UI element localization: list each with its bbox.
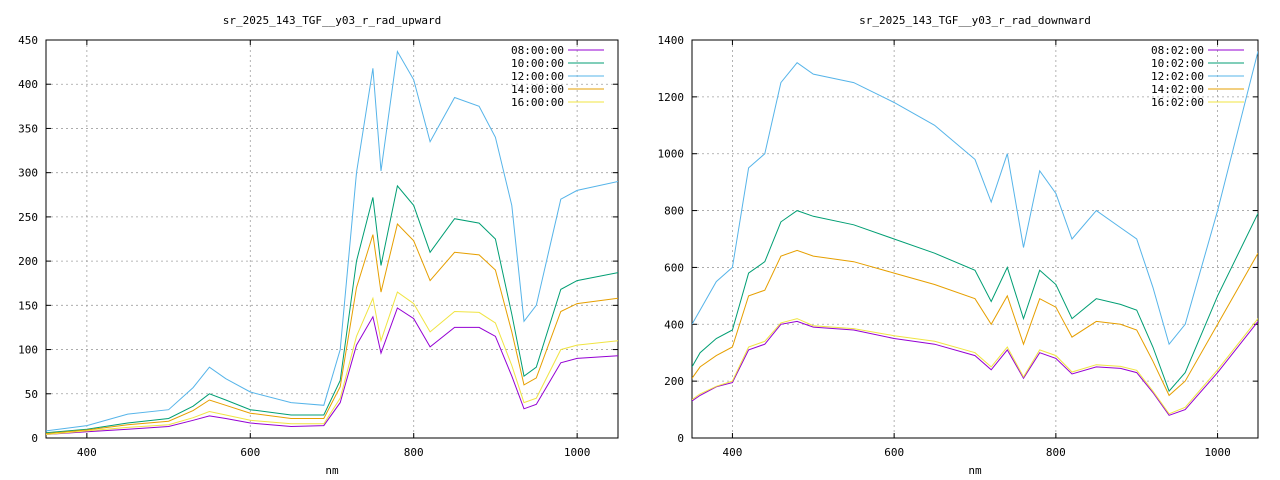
y-tick-label: 1200 <box>658 91 685 104</box>
y-tick-label: 600 <box>664 261 684 274</box>
series-line-080000 <box>46 307 618 435</box>
y-tick-label: 400 <box>18 78 38 91</box>
x-axis-label: nm <box>968 464 982 477</box>
x-axis-label: nm <box>325 464 339 477</box>
plot-frame <box>45 39 619 439</box>
y-tick-label: 300 <box>18 167 38 180</box>
y-tick-label: 100 <box>18 344 38 357</box>
series-line-100000 <box>46 184 618 434</box>
series-line-160000 <box>46 291 618 435</box>
series-line-100200 <box>692 210 1258 393</box>
x-tick-label: 400 <box>722 446 742 459</box>
y-tick-label: 450 <box>18 34 38 47</box>
legend-label: 10:00:00 <box>511 57 564 70</box>
y-tick-label: 0 <box>677 432 684 445</box>
y-tick-label: 250 <box>18 211 38 224</box>
x-tick-label: 400 <box>77 446 97 459</box>
legend-label: 12:02:00 <box>1151 70 1204 83</box>
y-tick-label: 1400 <box>658 34 685 47</box>
legend-label: 08:02:00 <box>1151 44 1204 57</box>
y-tick-label: 400 <box>664 318 684 331</box>
x-tick-label: 600 <box>884 446 904 459</box>
y-tick-label: 1000 <box>658 148 685 161</box>
y-tick-label: 350 <box>18 122 38 135</box>
y-tick-label: 200 <box>18 255 38 268</box>
legend-label: 16:00:00 <box>511 96 564 109</box>
chart-panel-2: 0 200 400 600 800 1000 1200 1400 400 600 800 1000 sr… <box>658 14 1259 477</box>
x-tick-label: 800 <box>1046 446 1066 459</box>
x-tick-label: 800 <box>404 446 424 459</box>
series-line-160200 <box>692 318 1258 415</box>
y-tick-label: 50 <box>25 388 38 401</box>
x-tick-label: 1000 <box>564 446 591 459</box>
series-line-120200 <box>692 51 1258 346</box>
chart-title: sr_2025_143_TGF__y03_r_rad_upward <box>223 14 442 27</box>
series-line-140000 <box>46 223 618 435</box>
y-tick-label: 150 <box>18 299 38 312</box>
legend-label: 16:02:00 <box>1151 96 1204 109</box>
chart-title: sr_2025_143_TGF__y03_r_rad_downward <box>859 14 1091 27</box>
legend-label: 14:02:00 <box>1151 83 1204 96</box>
legend-label: 10:02:00 <box>1151 57 1204 70</box>
chart-panel-1: 0 50 100 150 200 250 300 350 400 450 400 600 800 1000… <box>18 14 619 477</box>
x-tick-label: 1000 <box>1204 446 1231 459</box>
y-tick-label: 200 <box>664 375 684 388</box>
series-line-120000 <box>46 49 618 432</box>
y-tick-label: 0 <box>31 432 38 445</box>
plot-frame <box>691 39 1259 439</box>
series-line-080200 <box>692 320 1258 416</box>
legend-label: 12:00:00 <box>511 70 564 83</box>
y-tick-label: 800 <box>664 205 684 218</box>
series-line-140200 <box>692 249 1258 397</box>
legend-label: 08:00:00 <box>511 44 564 57</box>
x-tick-label: 600 <box>240 446 260 459</box>
legend-label: 14:00:00 <box>511 83 564 96</box>
